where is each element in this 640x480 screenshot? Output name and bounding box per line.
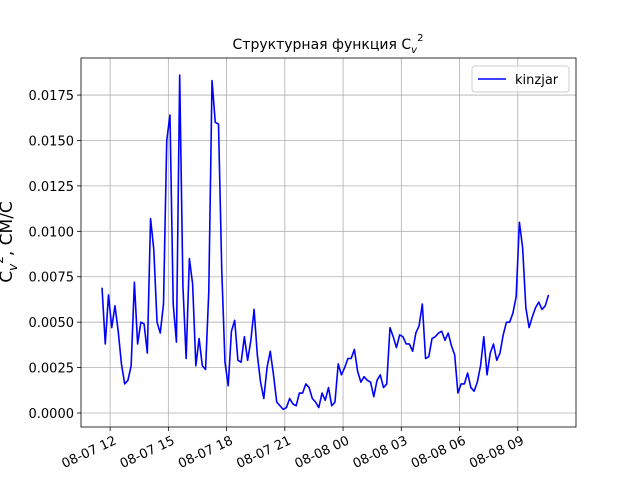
- y-tick-label: 0.0075: [29, 271, 75, 286]
- ylabel-text: C: [0, 271, 17, 283]
- ylabel-sup: 2: [0, 256, 6, 264]
- legend-box: [471, 65, 570, 93]
- title-sub: v: [411, 45, 418, 56]
- ylabel-rest: , СМ/С: [0, 201, 17, 256]
- plot-layer: [101, 74, 550, 411]
- title-text: Структурная функция C: [233, 37, 412, 53]
- grid-layer: [81, 58, 576, 427]
- y-axis-label: Cv2, СМ/С: [0, 201, 20, 283]
- y-tick-label: 0.0125: [29, 180, 75, 195]
- chart-title: Структурная функция Cv2: [233, 33, 424, 56]
- legend-label: kinzjar: [515, 73, 559, 88]
- y-tick-label: 0.0000: [29, 407, 75, 422]
- axes-frame: [80, 57, 577, 428]
- y-tick-label: 0.0025: [29, 362, 75, 377]
- data-line: [101, 74, 550, 411]
- y-tick-label: 0.0175: [29, 89, 75, 104]
- y-tick-label: 0.0150: [29, 134, 75, 149]
- title-sup: 2: [417, 33, 423, 44]
- y-tick-label: 0.0050: [29, 316, 75, 331]
- ylabel-sub: v: [6, 263, 20, 271]
- legend: kinzjar: [471, 65, 570, 93]
- y-tick-label: 0.0100: [29, 225, 75, 240]
